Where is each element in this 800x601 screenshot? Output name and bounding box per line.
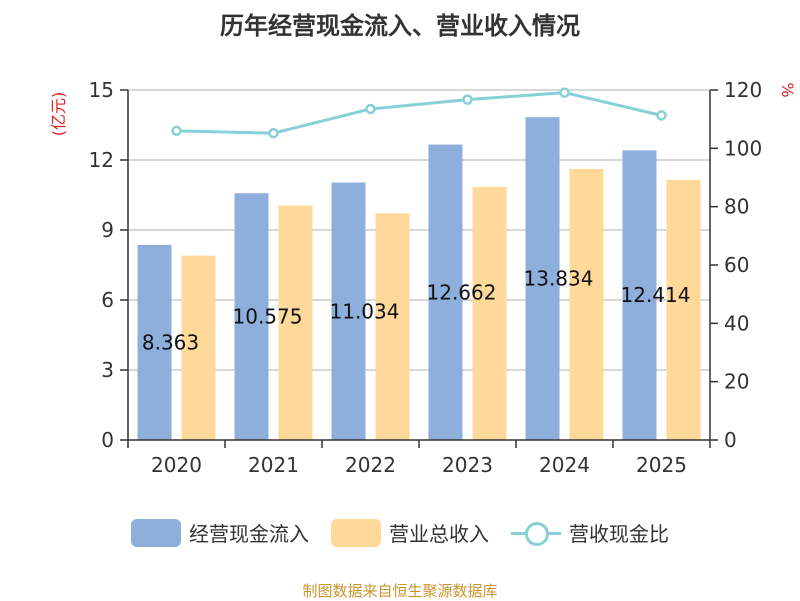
y-right-tick-label: 80	[724, 195, 749, 219]
data-label-cash-inflow: 8.363	[142, 330, 199, 354]
legend-label-revenue: 营业总收入	[389, 522, 489, 546]
y-right-tick-label: 120	[724, 78, 762, 102]
x-tick-label: 2023	[442, 453, 493, 477]
data-label-cash-inflow: 10.575	[233, 305, 303, 329]
bar-revenue	[375, 213, 410, 440]
bar-revenue	[181, 255, 216, 440]
point-cash-ratio	[268, 127, 279, 139]
source-note: 制图数据来自恒生聚源数据库	[302, 582, 498, 600]
y-right-tick-label: 20	[724, 370, 749, 394]
data-label-cash-inflow: 11.034	[330, 299, 400, 323]
y-right-tick-label: 60	[724, 253, 749, 277]
y-left-tick-label: 15	[89, 78, 114, 102]
x-tick-label: 2024	[539, 453, 590, 477]
x-tick-label: 2021	[248, 453, 299, 477]
point-cash-ratio	[656, 110, 667, 121]
bar-revenue	[569, 168, 604, 440]
bar-cash-inflow	[234, 193, 269, 440]
legend: 经营现金流入 营业总收入 营收现金比	[0, 518, 800, 547]
point-cash-ratio	[171, 125, 182, 137]
x-tick-label: 2020	[151, 453, 202, 477]
chart-title: 历年经营现金流入、营业收入情况	[220, 12, 580, 40]
y-left-tick-label: 9	[101, 218, 114, 242]
point-cash-ratio	[365, 103, 376, 115]
point-cash-ratio	[559, 87, 570, 98]
y-right-tick-label: 40	[724, 311, 749, 335]
y-left-tick-label: 12	[89, 148, 114, 172]
data-label-cash-inflow: 13.834	[524, 267, 594, 291]
y-left-tick-label: 0	[101, 428, 114, 452]
legend-item-cash-ratio[interactable]: 营收现金比	[511, 518, 669, 547]
bar-revenue	[666, 179, 701, 441]
y-left-tick-label: 6	[101, 288, 114, 312]
y-left-tick-label: 3	[101, 358, 114, 382]
x-tick-label: 2025	[636, 453, 687, 477]
legend-label-cash-inflow: 经营现金流入	[189, 522, 309, 546]
y-right-tick-label: 100	[724, 136, 762, 160]
bar-cash-inflow	[525, 117, 560, 440]
legend-swatch-revenue	[331, 518, 381, 547]
point-cash-ratio	[462, 94, 473, 105]
y-left-axis-label: (亿元)	[49, 92, 68, 137]
y-right-tick-label: 0	[724, 428, 737, 452]
bar-revenue	[278, 205, 313, 440]
bar-cash-inflow	[331, 182, 366, 441]
bar-cash-inflow	[137, 244, 172, 440]
bar-cash-inflow	[622, 150, 657, 440]
legend-swatch-cash-inflow	[131, 518, 181, 547]
data-label-cash-inflow: 12.662	[427, 280, 497, 304]
legend-item-cash-inflow[interactable]: 经营现金流入	[131, 518, 309, 547]
legend-label-cash-ratio: 营收现金比	[569, 522, 669, 546]
bar-revenue	[472, 186, 507, 440]
y-right-axis-label: %	[778, 82, 797, 97]
legend-item-revenue[interactable]: 营业总收入	[331, 518, 489, 547]
data-label-cash-inflow: 12.414	[621, 283, 691, 307]
legend-line-cash-ratio	[511, 519, 561, 547]
x-tick-label: 2022	[345, 453, 396, 477]
line-cash-ratio	[176, 91, 662, 135]
bar-cash-inflow	[428, 144, 463, 440]
